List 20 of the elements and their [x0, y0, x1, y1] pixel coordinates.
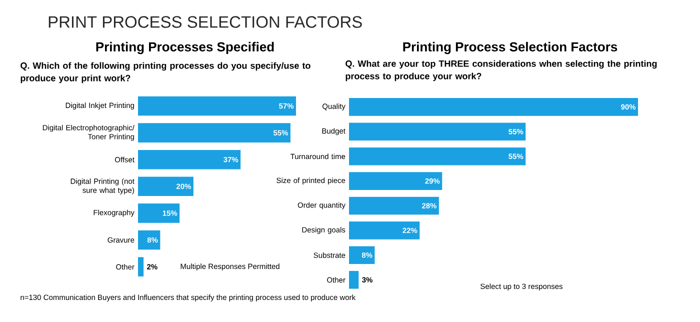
chart-title: Printing Process Selection Factors [403, 42, 618, 54]
chart-subtitle: Q. Which of the following printing processes do you specify/use to produce your print work? [20, 62, 310, 84]
bar [349, 122, 526, 141]
bar [138, 230, 160, 250]
bar [138, 123, 290, 142]
bar [349, 270, 359, 289]
bar [349, 172, 442, 190]
chart-subtitle: Q. What are your top THREE considerations when selecting the printing process to produce your work? [346, 60, 657, 82]
bar [349, 98, 638, 116]
bar [349, 147, 526, 166]
bar [349, 246, 375, 264]
bar [138, 257, 144, 276]
bar [138, 176, 194, 196]
bar [349, 222, 420, 240]
bar [138, 204, 180, 223]
bar [138, 150, 241, 170]
bar [138, 96, 296, 116]
text: PRINT PROCESS SELECTION FACTORS [48, 16, 362, 28]
chart-title: Printing Processes Specified [96, 42, 274, 54]
bar [349, 196, 439, 215]
